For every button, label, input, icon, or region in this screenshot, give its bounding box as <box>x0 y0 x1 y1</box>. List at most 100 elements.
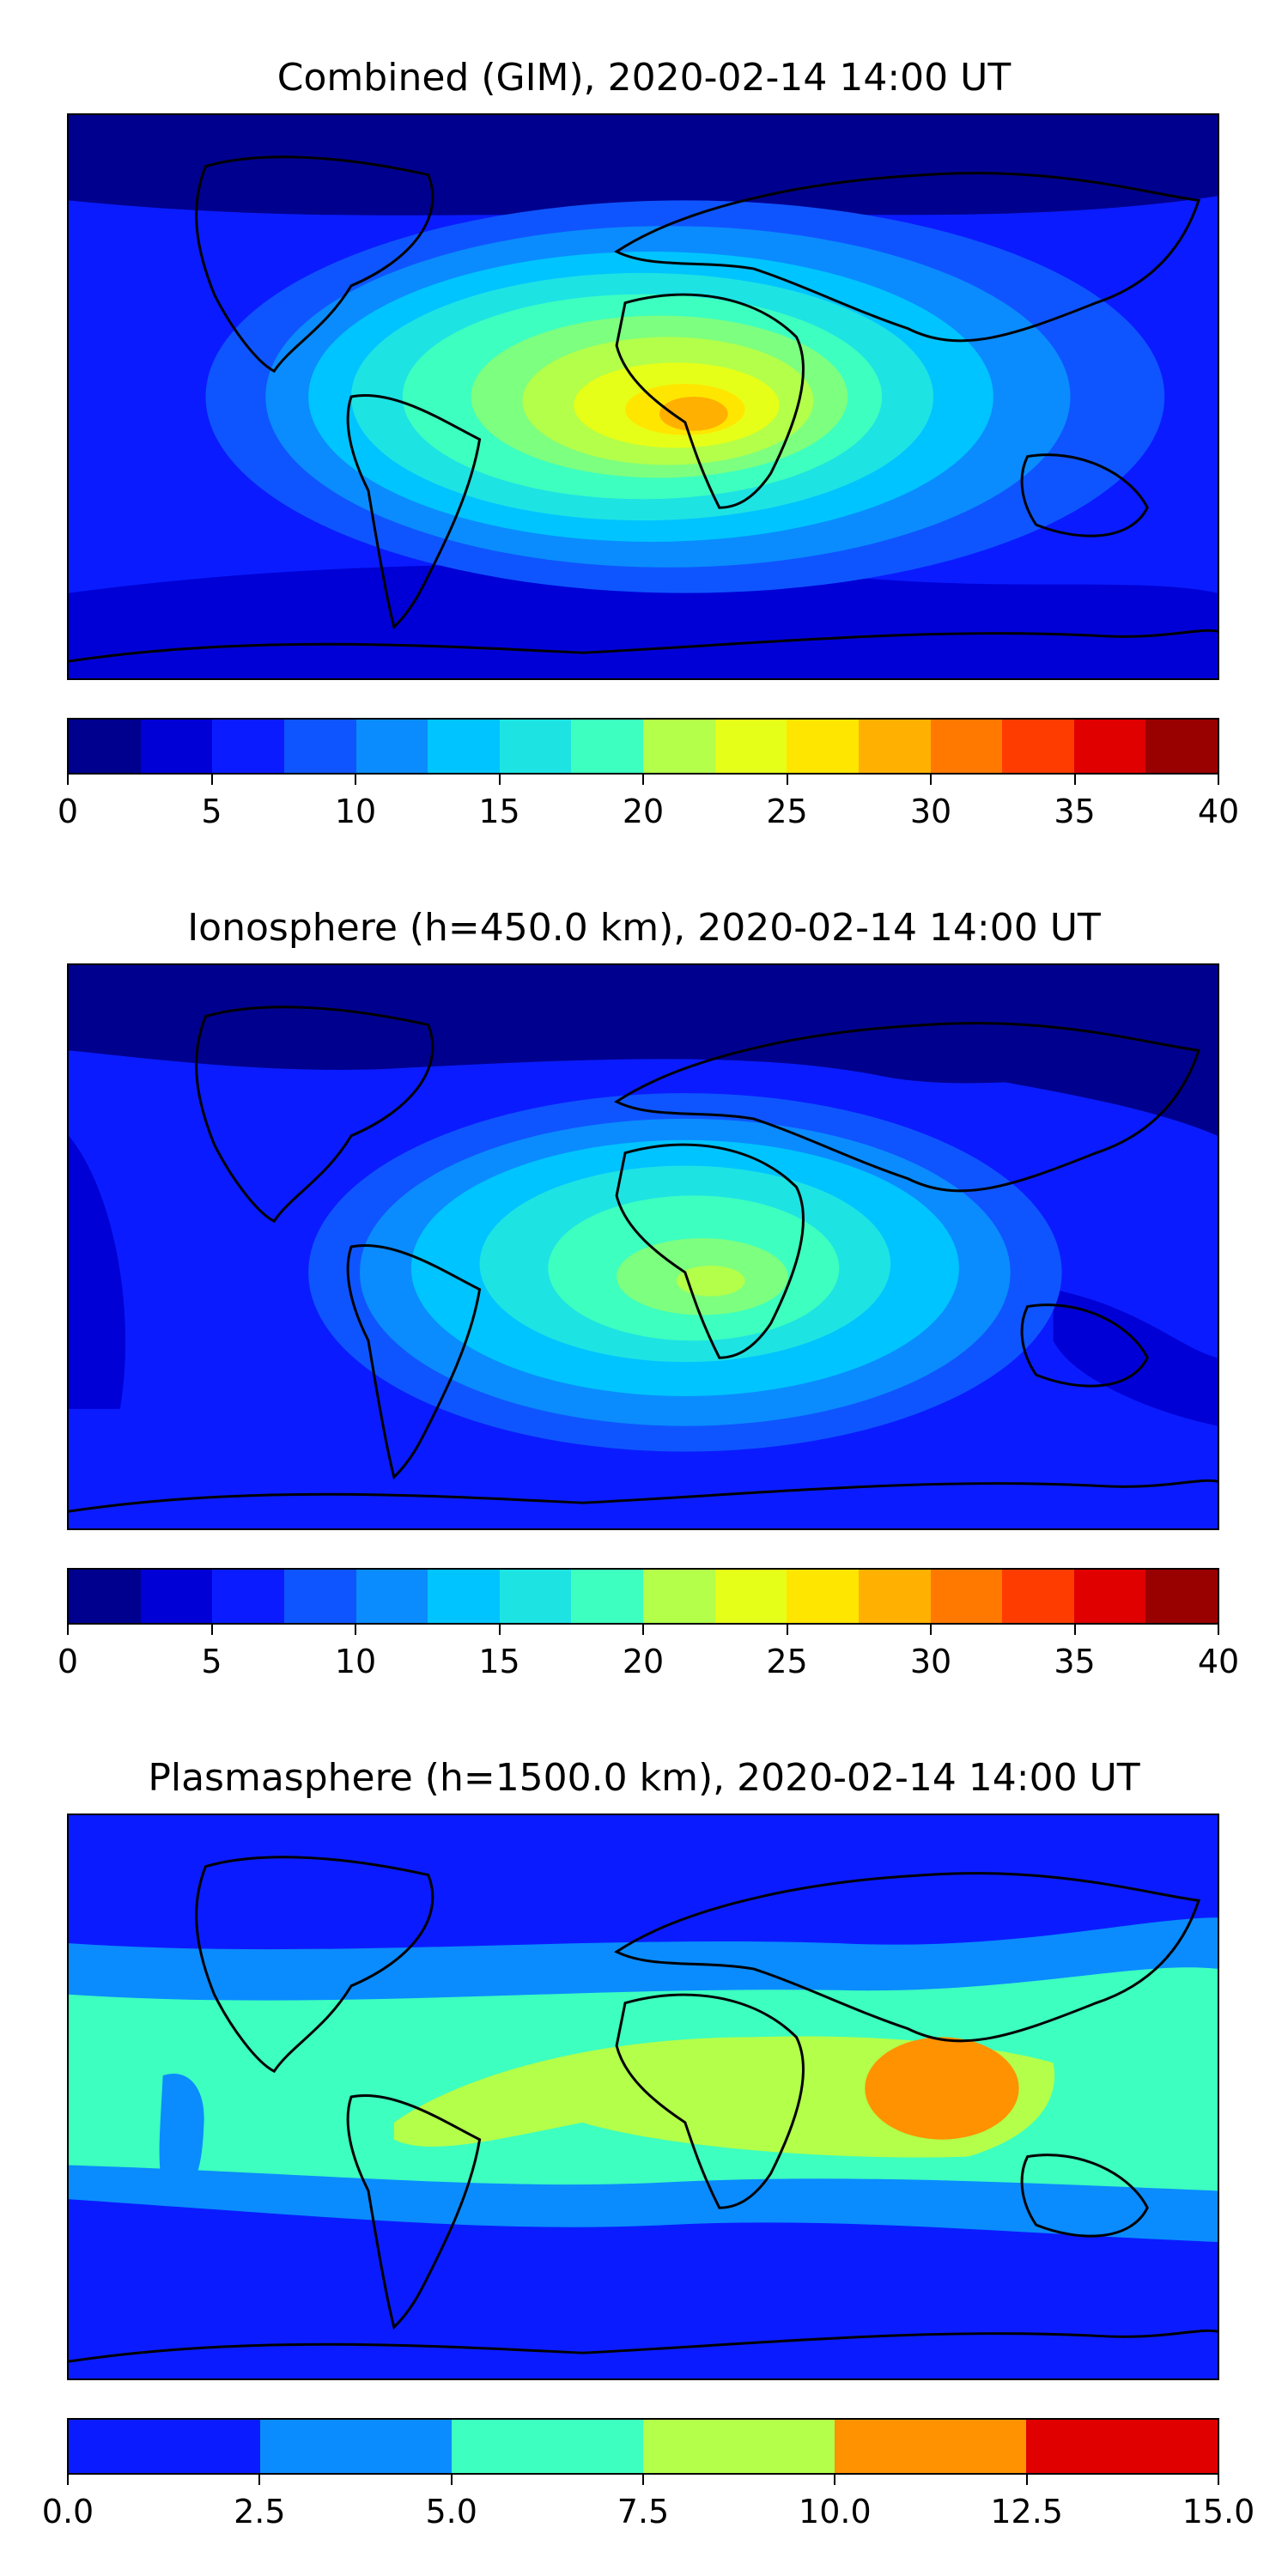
colorbar-tick-label: 5.0 <box>425 2493 477 2530</box>
colorbar-segment <box>283 1570 356 1623</box>
colorbar-segment <box>355 720 428 773</box>
colorbar-tick <box>642 2475 644 2485</box>
colorbar-tick <box>67 775 69 785</box>
colorbar-segment <box>787 1570 859 1623</box>
colorbar-tick <box>834 2475 836 2485</box>
colorbar-segment <box>930 1570 1003 1623</box>
colorbar-tick-label: 25 <box>766 793 808 830</box>
colorbar-tick <box>1073 1625 1076 1635</box>
colorbar <box>67 718 1219 775</box>
colorbar-tick <box>258 2475 261 2485</box>
colorbar-tick <box>930 775 932 785</box>
colorbar-tick <box>1073 775 1076 785</box>
colorbar-segment <box>69 720 141 773</box>
colorbar-segment <box>714 720 787 773</box>
colorbar-segment <box>643 2420 835 2473</box>
colorbar-segment <box>499 1570 572 1623</box>
colorbar-segment <box>1026 2420 1218 2473</box>
colorbar-tick-label: 10 <box>334 793 377 830</box>
colorbar-tick <box>786 775 788 785</box>
colorbar-segment <box>787 720 859 773</box>
colorbar-tick <box>355 775 356 785</box>
colorbar-segment <box>643 1570 715 1623</box>
colorbar-segment <box>428 720 500 773</box>
colorbar-tick <box>450 2475 453 2485</box>
colorbar-tick <box>210 775 213 785</box>
colorbar-tick-label: 30 <box>909 1643 952 1680</box>
colorbar-tick <box>642 775 644 785</box>
colorbar-tick-label: 25 <box>766 1643 808 1680</box>
colorbar-tick <box>1218 2475 1219 2485</box>
colorbar-tick-label: 40 <box>1197 1643 1240 1680</box>
colorbar-segment <box>930 720 1003 773</box>
colorbar-tick-label: 35 <box>1054 793 1096 830</box>
colorbar-tick <box>498 775 501 785</box>
colorbar-segment <box>1002 720 1074 773</box>
colorbar-segment <box>499 720 572 773</box>
colorbar-tick-label: 10 <box>334 1643 377 1680</box>
colorbar-segment <box>452 2420 643 2473</box>
colorbar-tick <box>210 1625 213 1635</box>
tec-map <box>67 113 1219 680</box>
colorbar-ticks: 0 5 10 15 20 25 30 35 40 <box>58 775 1239 830</box>
colorbar-tick <box>786 1625 788 1635</box>
colorbar-tick-label: 40 <box>1197 793 1240 830</box>
colorbar-tick-label: 30 <box>909 793 952 830</box>
colorbar-tick-label: 15 <box>478 1643 520 1680</box>
colorbar-tick-label: 5 <box>201 1643 222 1680</box>
colorbar-segment <box>1145 720 1218 773</box>
colorbar-tick <box>930 1625 932 1635</box>
colorbar-segment <box>571 1570 643 1623</box>
colorbar-segment <box>140 1570 213 1623</box>
colorbar-tick <box>498 1625 501 1635</box>
colorbar-tick-label: 10.0 <box>799 2493 872 2530</box>
colorbar-tick-label: 15 <box>478 793 520 830</box>
colorbar-tick-label: 0 <box>57 793 79 830</box>
colorbar-segment <box>643 720 715 773</box>
tec-map <box>67 963 1219 1530</box>
colorbar-tick-label: 20 <box>622 1643 665 1680</box>
colorbar-segment <box>1002 1570 1074 1623</box>
colorbar-segment <box>69 1570 141 1623</box>
chart-title: Plasmasphere (h=1500.0 km), 2020-02-14 1… <box>148 1756 1140 1800</box>
colorbar-segment <box>858 720 931 773</box>
colorbar-segment <box>858 1570 931 1623</box>
colorbar-segment <box>835 2420 1026 2473</box>
colorbar-segment <box>283 720 356 773</box>
colorbar-tick-label: 5 <box>201 793 222 830</box>
colorbar-tick <box>67 2475 69 2485</box>
colorbar-tick <box>1025 2475 1028 2485</box>
colorbar-segment <box>212 1570 284 1623</box>
colorbar-segment <box>355 1570 428 1623</box>
colorbar-tick-label: 20 <box>622 793 665 830</box>
colorbar-segment <box>571 720 643 773</box>
colorbar-segment <box>1073 1570 1146 1623</box>
colorbar-tick <box>642 1625 644 1635</box>
colorbar-tick-label: 15.0 <box>1182 2493 1255 2530</box>
colorbar-tick-label: 12.5 <box>990 2493 1063 2530</box>
chart-title: Ionosphere (h=450.0 km), 2020-02-14 14:0… <box>187 906 1101 950</box>
colorbar-segment <box>260 2420 452 2473</box>
colorbar-tick-label: 7.5 <box>617 2493 670 2530</box>
colorbar-tick <box>67 1625 69 1635</box>
colorbar-tick-label: 0.0 <box>41 2493 94 2530</box>
colorbar-tick <box>355 1625 356 1635</box>
colorbar-segment <box>428 1570 500 1623</box>
colorbar-ticks: 0.0 2.5 5.0 7.5 10.0 12.5 15.0 <box>42 2475 1255 2530</box>
colorbar-ticks: 0 5 10 15 20 25 30 35 40 <box>58 1625 1239 1680</box>
colorbar-segment <box>140 720 213 773</box>
colorbar <box>67 2418 1219 2475</box>
colorbar-tick-label: 35 <box>1054 1643 1096 1680</box>
colorbar-segment <box>1145 1570 1218 1623</box>
colorbar-segment <box>69 2420 260 2473</box>
tec-map <box>67 1814 1219 2380</box>
chart-title: Combined (GIM), 2020-02-14 14:00 UT <box>276 56 1012 100</box>
colorbar <box>67 1568 1219 1625</box>
colorbar-segment <box>714 1570 787 1623</box>
colorbar-segment <box>212 720 284 773</box>
colorbar-segment <box>1073 720 1146 773</box>
colorbar-tick <box>1218 775 1219 785</box>
colorbar-tick <box>1218 1625 1219 1635</box>
colorbar-tick-label: 0 <box>57 1643 79 1680</box>
colorbar-tick-label: 2.5 <box>234 2493 286 2530</box>
